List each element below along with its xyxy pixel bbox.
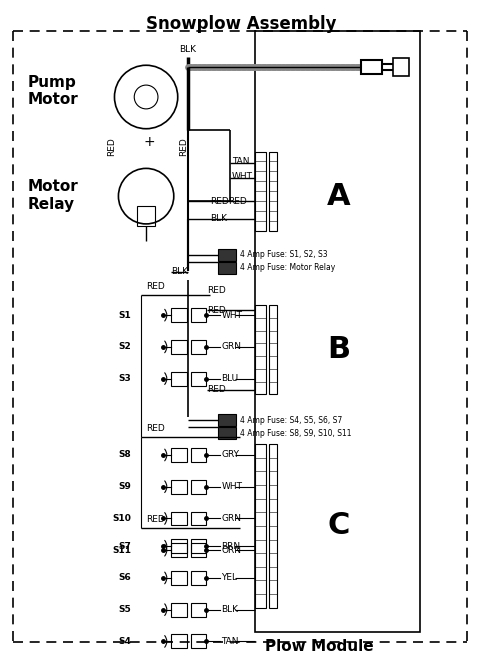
Text: S7: S7 — [118, 542, 131, 551]
Bar — [360, 60, 382, 74]
Text: S6: S6 — [118, 574, 131, 582]
Bar — [170, 372, 186, 386]
Bar — [190, 543, 206, 557]
Bar — [254, 151, 265, 231]
Bar — [190, 540, 206, 553]
Text: BLK: BLK — [221, 605, 238, 614]
Bar — [268, 444, 276, 608]
Text: RED: RED — [146, 282, 165, 291]
Text: BRN: BRN — [221, 542, 240, 551]
Text: RED: RED — [146, 516, 165, 524]
Text: Plow Module: Plow Module — [264, 640, 372, 654]
Text: YEL: YEL — [221, 574, 237, 582]
Bar — [190, 571, 206, 585]
Text: RED: RED — [207, 286, 226, 295]
Text: S4: S4 — [118, 637, 131, 646]
Text: S10: S10 — [112, 514, 131, 523]
Bar — [190, 603, 206, 616]
Text: 4 Amp Fuse: S8, S9, S10, S11: 4 Amp Fuse: S8, S9, S10, S11 — [240, 429, 351, 438]
Bar — [137, 206, 155, 226]
Text: BLU: BLU — [221, 374, 238, 383]
Text: TAN: TAN — [221, 637, 238, 646]
Bar — [254, 31, 419, 632]
Text: Motor: Motor — [27, 93, 78, 107]
Bar — [170, 603, 186, 616]
Bar — [170, 540, 186, 553]
Bar — [170, 308, 186, 322]
Bar — [218, 261, 236, 273]
Bar — [254, 444, 265, 608]
Bar — [190, 634, 206, 648]
Text: Snowplow Assembly: Snowplow Assembly — [145, 15, 336, 33]
Text: RED: RED — [179, 137, 188, 156]
Text: B: B — [326, 336, 350, 364]
Text: C: C — [327, 511, 349, 540]
Text: 4 Amp Fuse: S4, S5, S6, S7: 4 Amp Fuse: S4, S5, S6, S7 — [240, 416, 342, 425]
Text: RED: RED — [107, 137, 116, 156]
Text: S11: S11 — [112, 546, 131, 555]
Text: RED: RED — [227, 197, 246, 205]
Text: Motor: Motor — [27, 179, 78, 193]
Bar — [218, 414, 236, 426]
Bar — [190, 448, 206, 462]
Bar — [170, 340, 186, 354]
Text: WHT: WHT — [232, 172, 252, 181]
Bar — [268, 151, 276, 231]
Text: BLK: BLK — [179, 45, 196, 54]
Text: WHT: WHT — [221, 311, 242, 319]
Text: A: A — [326, 181, 350, 211]
Bar — [170, 448, 186, 462]
Bar — [190, 340, 206, 354]
Bar — [190, 308, 206, 322]
Text: BLK: BLK — [210, 215, 227, 223]
Text: Relay: Relay — [27, 197, 74, 211]
Text: RED: RED — [210, 197, 228, 205]
Bar — [218, 249, 236, 261]
Bar — [254, 305, 265, 394]
Text: WHT: WHT — [221, 482, 242, 491]
Text: S2: S2 — [118, 342, 131, 352]
Text: S8: S8 — [118, 450, 131, 460]
Bar — [170, 512, 186, 526]
Text: Pump: Pump — [27, 75, 76, 89]
Text: S1: S1 — [118, 311, 131, 319]
Text: GRN: GRN — [221, 514, 241, 523]
Bar — [170, 634, 186, 648]
Text: TAN: TAN — [232, 157, 249, 166]
Bar — [218, 427, 236, 439]
Bar — [392, 58, 408, 76]
Text: S3: S3 — [118, 374, 131, 383]
Bar — [268, 305, 276, 394]
Bar — [170, 571, 186, 585]
Text: S5: S5 — [118, 605, 131, 614]
Bar — [190, 512, 206, 526]
Text: BLK: BLK — [170, 267, 187, 276]
Text: GRY: GRY — [221, 450, 239, 460]
Text: ORN: ORN — [221, 546, 241, 555]
Text: RED: RED — [146, 424, 165, 433]
Text: +: + — [143, 135, 155, 149]
Bar — [190, 480, 206, 494]
Bar — [170, 543, 186, 557]
Text: S9: S9 — [118, 482, 131, 491]
Text: RED: RED — [207, 385, 226, 394]
Bar — [170, 480, 186, 494]
Text: RED: RED — [207, 305, 226, 315]
Bar — [190, 372, 206, 386]
Text: 4 Amp Fuse: Motor Relay: 4 Amp Fuse: Motor Relay — [240, 263, 335, 272]
Text: 4 Amp Fuse: S1, S2, S3: 4 Amp Fuse: S1, S2, S3 — [240, 250, 327, 259]
Text: GRN: GRN — [221, 342, 241, 352]
